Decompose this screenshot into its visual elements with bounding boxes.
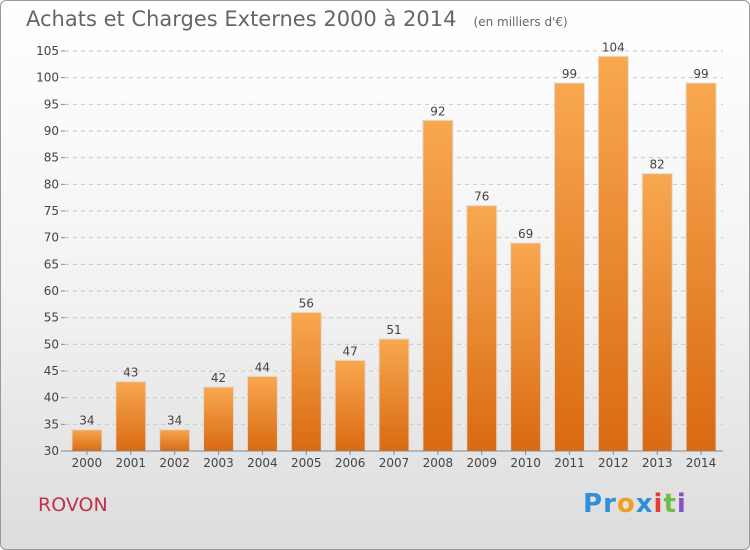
y-tick-label: 75 xyxy=(44,204,59,218)
bar-2008 xyxy=(422,119,454,452)
value-label-2012: 104 xyxy=(602,40,625,54)
bar-2000 xyxy=(71,429,103,452)
x-tick-label-2007: 2007 xyxy=(379,456,410,470)
value-label-2009: 76 xyxy=(474,190,489,204)
logo-letter: t xyxy=(663,489,677,519)
y-tick-label: 100 xyxy=(36,71,59,85)
logo-letter: x xyxy=(635,489,654,519)
y-tick-label: 70 xyxy=(44,231,59,245)
y-tick-label: 65 xyxy=(44,257,59,271)
value-label-2010: 69 xyxy=(518,227,533,241)
x-tick-label-2001: 2001 xyxy=(116,456,147,470)
bar-2004 xyxy=(246,375,278,452)
value-label-2000: 34 xyxy=(79,414,94,428)
logo-letter: i xyxy=(676,489,687,519)
y-tick-label: 80 xyxy=(44,177,59,191)
logo-letter: P xyxy=(583,489,604,519)
x-tick-label-2005: 2005 xyxy=(291,456,322,470)
value-label-2002: 34 xyxy=(167,414,182,428)
chart-subtitle: (en milliers d'€) xyxy=(473,15,568,29)
commune-name: ROVON xyxy=(38,494,108,516)
bar-2014 xyxy=(685,82,717,452)
y-tick-label: 45 xyxy=(44,364,59,378)
y-tick-label: 55 xyxy=(44,311,59,325)
proxiti-logo: Proxiti xyxy=(583,489,687,519)
chart-title-block: Achats et Charges Externes 2000 à 2014 (… xyxy=(26,7,568,31)
value-label-2001: 43 xyxy=(123,366,138,380)
x-tick-label-2006: 2006 xyxy=(335,456,366,470)
x-tick-label-2010: 2010 xyxy=(510,456,541,470)
bar-2011 xyxy=(553,82,585,452)
bars: 34 43 34 42 44 56 47 51 92 76 69 99 104 82 99 xyxy=(71,40,717,452)
value-label-2003: 42 xyxy=(211,371,226,385)
logo-letter: r xyxy=(603,489,617,519)
value-label-2014: 99 xyxy=(693,67,708,81)
bar-2005 xyxy=(290,311,322,452)
bar-2002 xyxy=(159,429,191,452)
y-axis-ticks: 30 35 40 45 50 55 60 65 70 75 80 85 90 95 100 105 xyxy=(36,44,65,458)
x-tick-label-2002: 2002 xyxy=(159,456,190,470)
y-tick-label: 90 xyxy=(44,124,59,138)
x-axis-ticks: 2000 2001 2002 2003 2004 2005 2006 2007 2008 2009… xyxy=(72,451,717,470)
x-tick-label-2013: 2013 xyxy=(642,456,673,470)
value-label-2006: 47 xyxy=(342,344,357,358)
bar-2010 xyxy=(510,242,542,452)
y-tick-label: 95 xyxy=(44,97,59,111)
bar-2012 xyxy=(597,55,629,452)
x-tick-label-2014: 2014 xyxy=(686,456,717,470)
y-tick-label: 30 xyxy=(44,444,59,458)
logo-letter: o xyxy=(616,489,636,519)
x-tick-label-2003: 2003 xyxy=(203,456,234,470)
value-label-2008: 92 xyxy=(430,104,445,118)
y-tick-label: 85 xyxy=(44,151,59,165)
bar-2003 xyxy=(203,386,235,452)
x-tick-label-2000: 2000 xyxy=(72,456,103,470)
x-tick-label-2009: 2009 xyxy=(466,456,497,470)
x-tick-label-2011: 2011 xyxy=(554,456,585,470)
value-label-2004: 44 xyxy=(255,360,270,374)
x-tick-label-2012: 2012 xyxy=(598,456,629,470)
bar-2013 xyxy=(641,173,673,452)
y-tick-label: 105 xyxy=(36,44,59,58)
bar-2001 xyxy=(115,381,147,452)
x-tick-label-2008: 2008 xyxy=(423,456,454,470)
chart-title: Achats et Charges Externes 2000 à 2014 xyxy=(26,7,457,31)
bar-2006 xyxy=(334,359,366,452)
y-tick-label: 35 xyxy=(44,417,59,431)
value-label-2005: 56 xyxy=(299,296,314,310)
logo-letter: i xyxy=(653,489,664,519)
value-label-2011: 99 xyxy=(562,67,577,81)
value-label-2007: 51 xyxy=(386,323,401,337)
x-tick-label-2004: 2004 xyxy=(247,456,278,470)
y-tick-label: 50 xyxy=(44,337,59,351)
bar-2009 xyxy=(466,205,498,452)
bar-2007 xyxy=(378,338,410,452)
y-tick-label: 60 xyxy=(44,284,59,298)
value-label-2013: 82 xyxy=(650,158,665,172)
y-tick-label: 40 xyxy=(44,391,59,405)
